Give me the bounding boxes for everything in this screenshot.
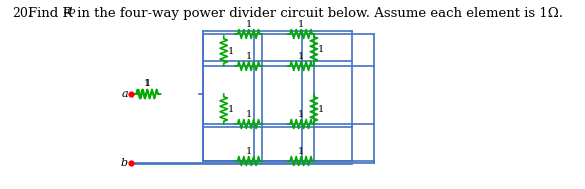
Text: 1: 1 [144,79,150,88]
Text: 1: 1 [318,105,324,114]
Text: 1: 1 [246,52,252,61]
Text: 1: 1 [298,20,304,29]
Text: 20.: 20. [12,7,32,20]
Text: b: b [121,158,128,168]
Text: 1: 1 [318,44,324,53]
Text: 1: 1 [228,46,234,56]
Text: 1: 1 [144,79,150,88]
Text: 1: 1 [246,20,252,29]
Text: Find R: Find R [28,7,73,20]
Text: 1: 1 [246,110,252,119]
Text: 1: 1 [298,110,304,119]
Text: 1: 1 [298,147,304,156]
Text: a: a [121,89,128,99]
Text: 1: 1 [246,147,252,156]
Text: ab: ab [64,7,77,16]
Text: in the four-way power divider circuit below. Assume each element is 1Ω.: in the four-way power divider circuit be… [73,7,563,20]
Text: 1: 1 [228,105,234,114]
Text: 1: 1 [298,52,304,61]
